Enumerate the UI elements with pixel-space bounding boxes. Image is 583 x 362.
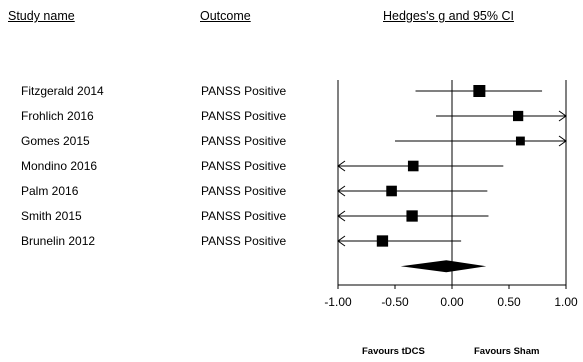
study-outcome: PANSS Positive <box>201 84 287 98</box>
favours-tdcs-label: Favours tDCS <box>362 346 425 357</box>
study-name: Gomes 2015 <box>21 134 90 148</box>
summary-diamond <box>400 260 487 273</box>
outcome-header: Outcome <box>200 9 251 23</box>
point-estimate <box>386 185 397 197</box>
favours-sham-label: Favours Sham <box>474 346 540 357</box>
study-name: Palm 2016 <box>21 184 79 198</box>
point-estimate <box>515 136 525 146</box>
ci-left-arrow <box>337 235 346 247</box>
ci-left-arrow <box>337 185 346 197</box>
hedges-g-ci-header: Hedges's g and 95% CI <box>383 9 514 23</box>
ci-right-arrow <box>558 135 567 147</box>
study-name: Brunelin 2012 <box>21 234 96 248</box>
study-name: Smith 2015 <box>21 209 82 223</box>
x-tick-label: -1.00 <box>324 295 352 309</box>
point-estimate <box>473 85 486 97</box>
x-tick-label: 0.50 <box>497 295 521 309</box>
point-estimate <box>376 235 389 247</box>
ci-left-arrow <box>337 160 346 172</box>
study-outcome: PANSS Positive <box>201 209 287 223</box>
study-outcome: PANSS Positive <box>201 134 287 148</box>
x-tick-label: 1.00 <box>554 295 578 309</box>
point-estimate <box>406 210 418 222</box>
ci-left-arrow <box>337 210 346 222</box>
study-name: Frohlich 2016 <box>21 109 94 123</box>
ci-right-arrow <box>558 110 567 122</box>
point-estimate <box>407 160 419 172</box>
study-outcome: PANSS Positive <box>201 109 287 123</box>
study-name: Mondino 2016 <box>21 159 98 173</box>
x-tick-label: -0.50 <box>381 295 409 309</box>
study-outcome: PANSS Positive <box>201 234 287 248</box>
point-estimate <box>512 110 524 122</box>
study-name: Fitzgerald 2014 <box>21 84 104 98</box>
study-outcome: PANSS Positive <box>201 184 287 198</box>
study-name-header: Study name <box>8 9 75 23</box>
x-tick-label: 0.00 <box>440 295 464 309</box>
study-outcome: PANSS Positive <box>201 159 287 173</box>
